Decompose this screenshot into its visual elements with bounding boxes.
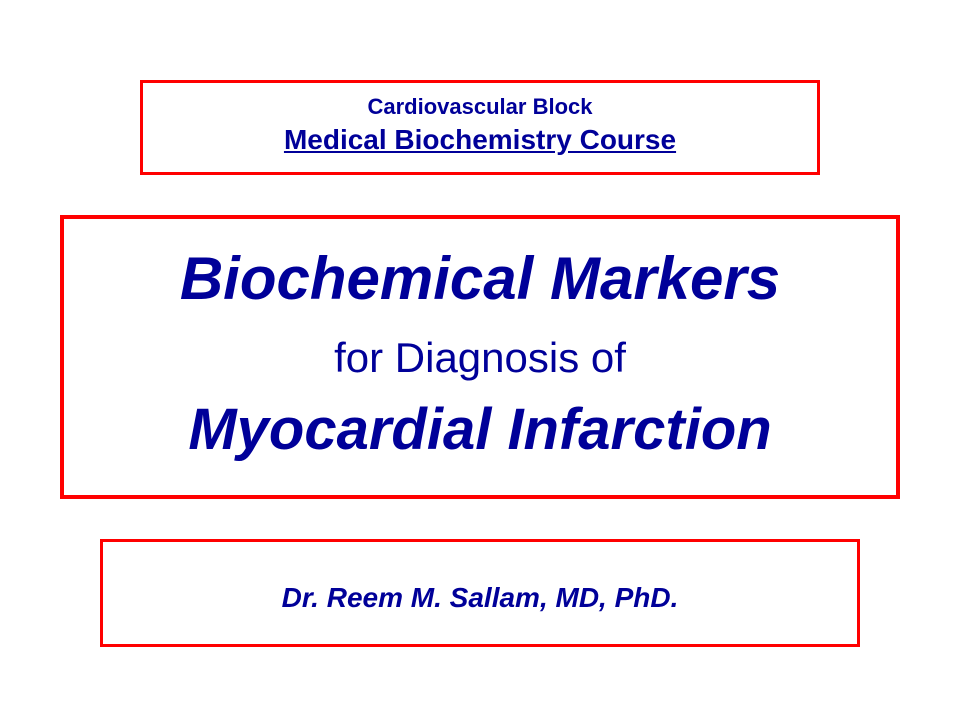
header-block-label: Cardiovascular Block xyxy=(368,93,593,122)
author-name: Dr. Reem M. Sallam, MD, PhD. xyxy=(282,582,679,614)
header-box: Cardiovascular Block Medical Biochemistr… xyxy=(140,80,820,175)
header-course-label: Medical Biochemistry Course xyxy=(284,122,676,158)
title-line-1: Biochemical Markers xyxy=(180,243,780,315)
author-box: Dr. Reem M. Sallam, MD, PhD. xyxy=(100,539,860,647)
title-line-3: Myocardial Infarction xyxy=(188,395,771,465)
slide: Cardiovascular Block Medical Biochemistr… xyxy=(0,0,960,720)
title-box: Biochemical Markers for Diagnosis of Myo… xyxy=(60,215,900,499)
title-line-2: for Diagnosis of xyxy=(334,333,626,383)
